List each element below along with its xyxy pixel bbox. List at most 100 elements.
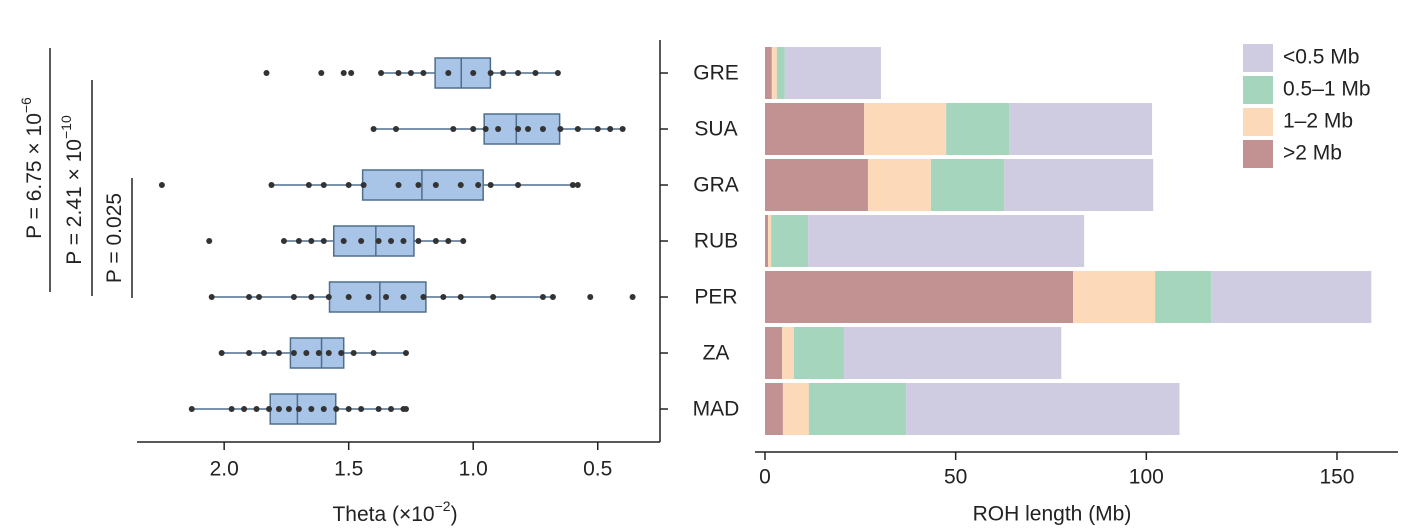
point <box>246 294 253 300</box>
legend-swatch <box>1243 140 1273 168</box>
bar-segment <box>1004 159 1154 211</box>
point <box>525 126 532 132</box>
point <box>500 70 507 76</box>
point <box>325 350 332 356</box>
point <box>470 70 477 76</box>
point <box>378 70 385 76</box>
point <box>345 182 352 188</box>
category-label: GRE <box>693 62 739 85</box>
point <box>432 238 439 244</box>
point <box>400 238 407 244</box>
point <box>375 238 382 244</box>
point <box>460 238 467 244</box>
p-value-text: P = 6.75 × 10 <box>23 113 46 239</box>
point <box>315 350 322 356</box>
point <box>340 70 347 76</box>
point <box>395 70 402 76</box>
point <box>290 294 297 300</box>
x-axis-label: ROH length (Mb) <box>973 503 1132 526</box>
p-value-sup: −6 <box>18 97 34 113</box>
legend-swatch <box>1243 44 1273 72</box>
bar-segment <box>765 103 865 155</box>
point <box>574 182 581 188</box>
x-tick-label: 150 <box>1319 466 1354 489</box>
x-axis-label-suffix: ) <box>451 503 458 526</box>
legend-label: 0.5–1 Mb <box>1283 78 1371 101</box>
point <box>308 294 315 300</box>
bar-segment <box>843 327 1062 379</box>
point <box>360 182 367 188</box>
point <box>206 238 213 244</box>
point <box>532 70 539 76</box>
point <box>432 182 439 188</box>
point <box>268 182 275 188</box>
bar-segment <box>776 47 785 99</box>
point <box>445 238 452 244</box>
bar-segment <box>930 159 1005 211</box>
point <box>325 294 332 300</box>
legend-swatch <box>1243 76 1273 104</box>
box <box>361 169 484 201</box>
category-label: GRA <box>693 174 739 197</box>
p-value-sup: −10 <box>58 115 74 139</box>
box <box>328 281 427 313</box>
category-label: PER <box>694 286 737 309</box>
legend-label: 1–2 Mb <box>1283 110 1353 133</box>
point <box>619 126 626 132</box>
point <box>482 126 489 132</box>
bar-segment <box>808 383 907 435</box>
bar-segment <box>771 47 777 99</box>
point <box>280 238 287 244</box>
point <box>285 406 292 412</box>
bar-segment <box>765 327 783 379</box>
point <box>388 406 395 412</box>
p-value-text: P = 0.025 <box>103 193 126 283</box>
p-value: P = 2.41 × 10−10 <box>58 115 86 265</box>
point <box>241 406 248 412</box>
point <box>295 238 302 244</box>
bar-segment <box>864 103 947 155</box>
legend-swatch <box>1243 108 1273 136</box>
point <box>290 350 297 356</box>
point <box>594 126 601 132</box>
bar-segment <box>765 47 772 99</box>
point <box>420 294 427 300</box>
point <box>263 70 270 76</box>
x-tick-label: 2.0 <box>210 458 239 481</box>
bar-segment <box>768 215 772 267</box>
bar-segment <box>765 159 868 211</box>
point <box>303 350 310 356</box>
x-axis-label-sup: −2 <box>435 498 451 514</box>
point <box>375 406 382 412</box>
bar-segment <box>771 215 809 267</box>
point <box>629 294 636 300</box>
bar-segment <box>867 159 931 211</box>
x-axis-label: Theta (×10−2) <box>332 498 457 526</box>
point <box>256 294 263 300</box>
bar-segment <box>782 383 809 435</box>
point <box>370 350 377 356</box>
point <box>358 406 365 412</box>
p-value: P = 0.025 <box>103 193 126 283</box>
point <box>265 406 272 412</box>
point <box>208 294 215 300</box>
point <box>490 294 497 300</box>
point <box>308 238 315 244</box>
category-label: ZA <box>703 342 730 365</box>
legend-label: <0.5 Mb <box>1283 46 1359 69</box>
x-tick-label: 50 <box>944 466 967 489</box>
x-axis-label-text: Theta (×10 <box>332 503 434 526</box>
box <box>434 57 492 89</box>
point <box>607 126 614 132</box>
x-tick-label: 0 <box>759 466 771 489</box>
point <box>365 294 372 300</box>
p-value-text: P = 2.41 × 10 <box>63 139 86 265</box>
point <box>450 126 457 132</box>
point <box>350 350 357 356</box>
point <box>333 406 340 412</box>
x-tick-label: 100 <box>1129 466 1164 489</box>
point <box>515 182 522 188</box>
point <box>487 70 494 76</box>
bar-segment <box>1211 271 1372 323</box>
point <box>440 294 447 300</box>
